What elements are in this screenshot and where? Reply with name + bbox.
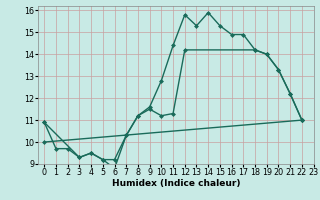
X-axis label: Humidex (Indice chaleur): Humidex (Indice chaleur) <box>112 179 240 188</box>
